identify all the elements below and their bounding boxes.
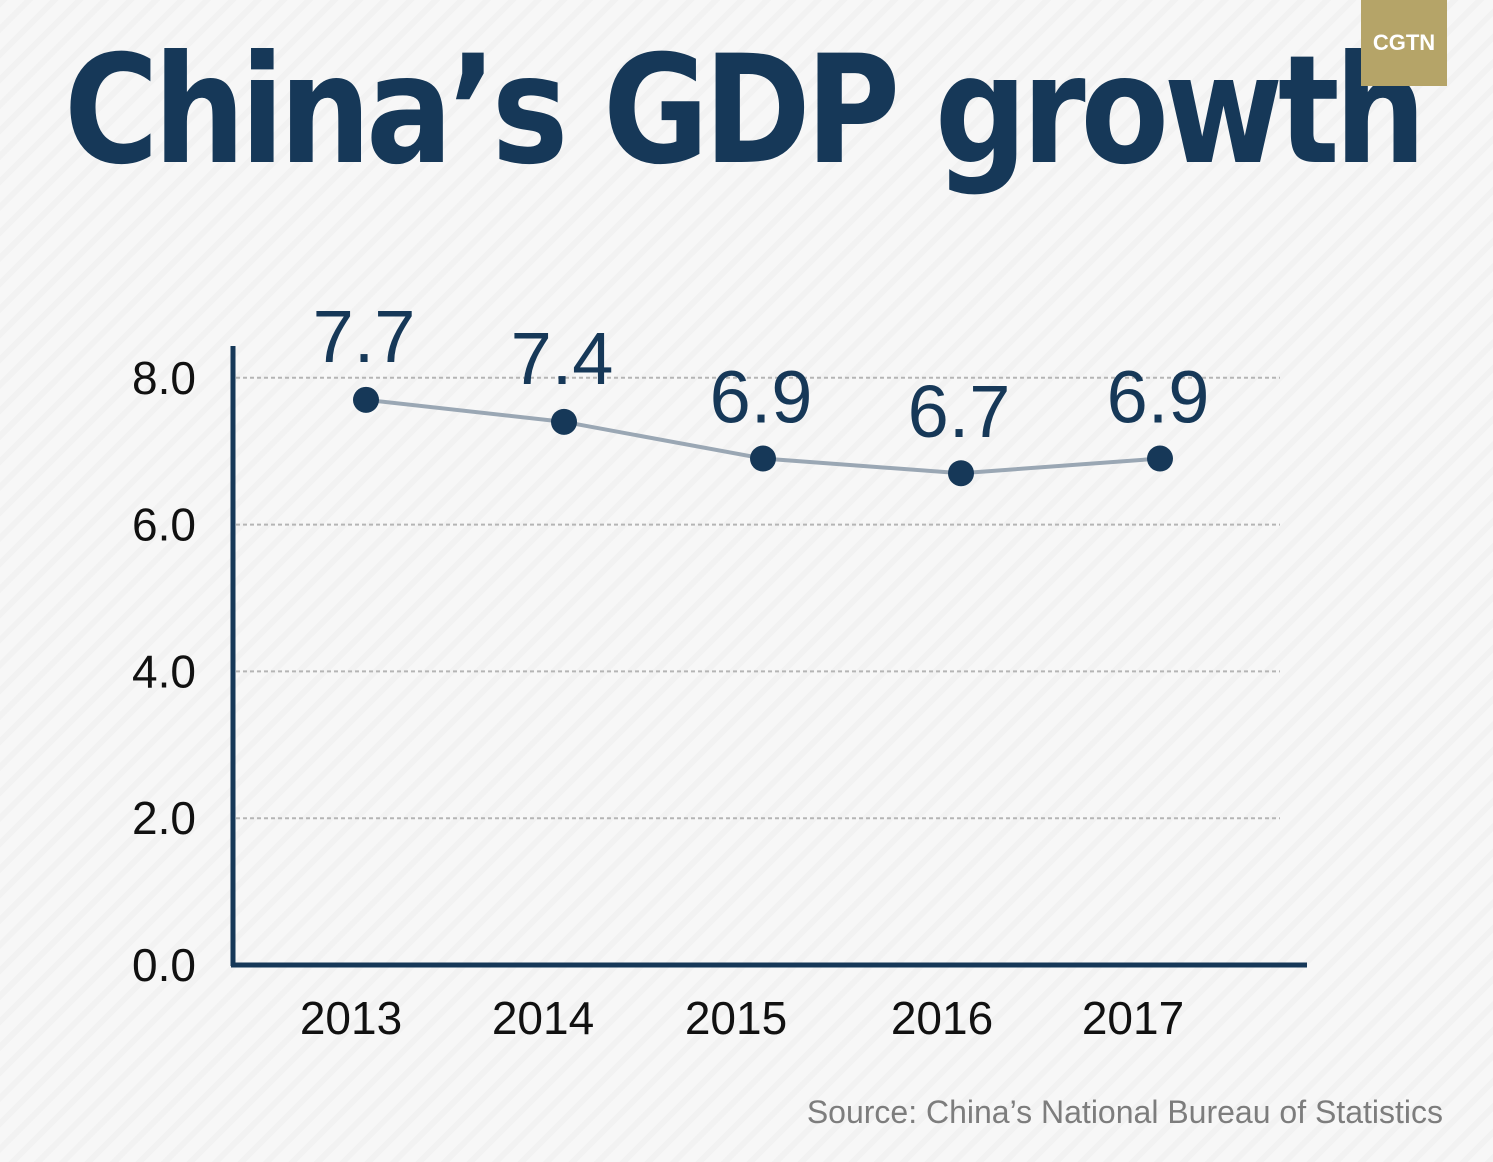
x-axis-tick-labels: 2013 2014 2015 2016 2017 (300, 992, 1184, 1044)
source-note: Source: China’s National Bureau of Stati… (806, 1094, 1443, 1130)
x-tick-label: 2015 (685, 992, 787, 1044)
data-label: 6.9 (710, 356, 813, 439)
data-point (551, 408, 577, 435)
data-point (750, 445, 776, 472)
data-point (948, 460, 974, 487)
data-labels: 7.7 7.4 6.9 6.7 6.9 (313, 295, 1210, 453)
data-label: 6.7 (908, 370, 1011, 453)
y-tick-label: 0.0 (132, 939, 196, 991)
x-tick-label: 2013 (300, 992, 402, 1044)
y-tick-label: 6.0 (132, 499, 196, 551)
x-tick-label: 2014 (492, 992, 594, 1044)
data-label: 7.4 (511, 317, 614, 400)
x-tick-label: 2017 (1082, 992, 1184, 1044)
x-tick-label: 2016 (891, 992, 993, 1044)
data-label: 7.7 (313, 295, 416, 378)
data-point (1147, 445, 1173, 472)
y-axis-tick-labels: 0.0 2.0 4.0 6.0 8.0 (132, 352, 196, 991)
y-tick-label: 8.0 (132, 352, 196, 404)
chart-title: China’s GDP growth (64, 24, 1426, 198)
data-points (353, 386, 1173, 487)
y-tick-label: 2.0 (132, 792, 196, 844)
grid-lines (236, 376, 1280, 820)
data-point (353, 386, 379, 413)
data-label: 6.9 (1107, 356, 1210, 439)
cgtn-logo: CGTN (1361, 0, 1447, 86)
y-tick-label: 4.0 (132, 645, 196, 697)
